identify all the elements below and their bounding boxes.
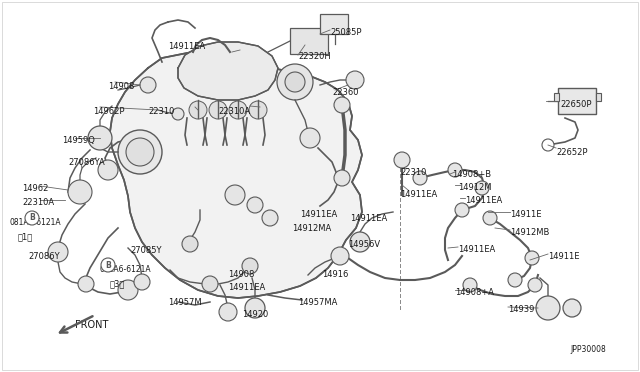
Circle shape xyxy=(242,258,258,274)
Text: 081A6-6121A: 081A6-6121A xyxy=(100,265,152,274)
Text: FRONT: FRONT xyxy=(75,320,108,330)
Text: 14911EA: 14911EA xyxy=(465,196,502,205)
Text: 22310: 22310 xyxy=(148,107,174,116)
Circle shape xyxy=(245,298,265,318)
Text: 14912M: 14912M xyxy=(458,183,492,192)
Text: 14911EA: 14911EA xyxy=(400,190,437,199)
Text: 27086YA: 27086YA xyxy=(68,158,105,167)
Text: 14916: 14916 xyxy=(322,270,348,279)
Circle shape xyxy=(508,273,522,287)
Circle shape xyxy=(225,185,245,205)
Text: 14908: 14908 xyxy=(228,270,254,279)
Text: 14911E: 14911E xyxy=(548,252,579,261)
Circle shape xyxy=(25,211,39,225)
Text: 25085P: 25085P xyxy=(330,28,362,37)
Text: 22310: 22310 xyxy=(400,168,426,177)
Text: 14911E: 14911E xyxy=(510,210,541,219)
Circle shape xyxy=(483,211,497,225)
Text: 14920: 14920 xyxy=(242,310,268,319)
Circle shape xyxy=(219,303,237,321)
Circle shape xyxy=(262,210,278,226)
Text: 14908: 14908 xyxy=(108,82,134,91)
Circle shape xyxy=(229,101,247,119)
Circle shape xyxy=(448,163,462,177)
Text: 22310A: 22310A xyxy=(218,107,250,116)
Circle shape xyxy=(475,181,489,195)
Circle shape xyxy=(563,299,581,317)
Text: （1）: （1） xyxy=(18,232,33,241)
Text: JPP30008: JPP30008 xyxy=(570,345,605,354)
Text: 14912MB: 14912MB xyxy=(510,228,549,237)
Circle shape xyxy=(78,276,94,292)
Circle shape xyxy=(88,126,112,150)
Text: 22310A: 22310A xyxy=(22,198,54,207)
Text: 14911EA: 14911EA xyxy=(300,210,337,219)
Circle shape xyxy=(118,130,162,174)
Circle shape xyxy=(172,108,184,120)
Circle shape xyxy=(202,276,218,292)
Circle shape xyxy=(542,139,554,151)
Bar xyxy=(554,93,559,101)
Text: 14962: 14962 xyxy=(22,184,49,193)
Bar xyxy=(290,28,328,54)
Circle shape xyxy=(118,280,138,300)
Text: 14911EA: 14911EA xyxy=(458,245,495,254)
Circle shape xyxy=(413,171,427,185)
Circle shape xyxy=(247,197,263,213)
Circle shape xyxy=(455,203,469,217)
Circle shape xyxy=(334,97,350,113)
Bar xyxy=(596,93,601,101)
Polygon shape xyxy=(178,42,278,100)
Circle shape xyxy=(48,242,68,262)
Bar xyxy=(320,14,348,34)
Circle shape xyxy=(285,72,305,92)
Circle shape xyxy=(525,251,539,265)
Text: 14956V: 14956V xyxy=(348,240,380,249)
Circle shape xyxy=(126,138,154,166)
Text: 14911EA: 14911EA xyxy=(168,42,205,51)
Text: 14959Q: 14959Q xyxy=(62,136,95,145)
Circle shape xyxy=(334,170,350,186)
Text: 22320H: 22320H xyxy=(298,52,331,61)
Circle shape xyxy=(277,64,313,100)
Bar xyxy=(558,88,596,114)
Text: 14939: 14939 xyxy=(508,305,534,314)
Polygon shape xyxy=(110,52,362,298)
Circle shape xyxy=(536,296,560,320)
Circle shape xyxy=(134,274,150,290)
Text: 14962P: 14962P xyxy=(93,107,125,116)
Circle shape xyxy=(350,232,370,252)
Circle shape xyxy=(300,128,320,148)
Text: 27085Y: 27085Y xyxy=(130,246,161,255)
Text: 27086Y: 27086Y xyxy=(28,252,60,261)
Circle shape xyxy=(209,101,227,119)
Circle shape xyxy=(68,180,92,204)
Circle shape xyxy=(140,77,156,93)
Text: 14957M: 14957M xyxy=(168,298,202,307)
Circle shape xyxy=(249,101,267,119)
Circle shape xyxy=(528,278,542,292)
Circle shape xyxy=(331,247,349,265)
Text: 14957MA: 14957MA xyxy=(298,298,337,307)
Text: 14912MA: 14912MA xyxy=(292,224,332,233)
Circle shape xyxy=(189,101,207,119)
Text: 14908+A: 14908+A xyxy=(455,288,494,297)
Circle shape xyxy=(346,71,364,89)
Circle shape xyxy=(394,152,410,168)
Text: 22652P: 22652P xyxy=(556,148,588,157)
Circle shape xyxy=(101,258,115,272)
Text: B: B xyxy=(29,214,35,222)
Text: （3）: （3） xyxy=(110,279,125,288)
Text: 22650P: 22650P xyxy=(560,100,591,109)
Text: 22360: 22360 xyxy=(332,88,358,97)
Text: B: B xyxy=(105,260,111,269)
Text: 14911EA: 14911EA xyxy=(350,214,387,223)
Circle shape xyxy=(98,160,118,180)
Text: 081A6-6121A: 081A6-6121A xyxy=(10,218,61,227)
Text: 14908+B: 14908+B xyxy=(452,170,491,179)
Text: 14911EA: 14911EA xyxy=(228,283,265,292)
Circle shape xyxy=(463,278,477,292)
Circle shape xyxy=(182,236,198,252)
